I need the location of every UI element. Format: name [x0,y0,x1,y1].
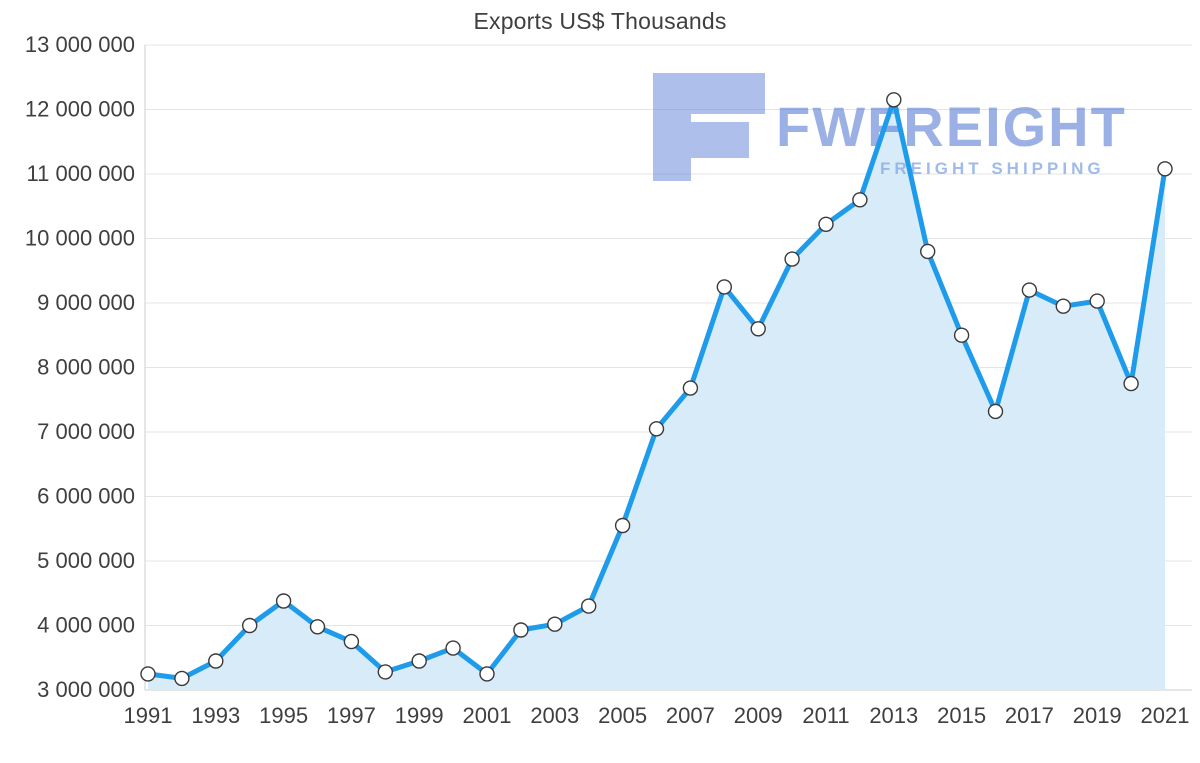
chart-title: Exports US$ Thousands [473,8,727,34]
y-axis-tick-label: 7 000 000 [37,419,135,444]
x-axis-tick-label: 2009 [734,703,783,728]
data-point-marker-2004 [581,598,597,614]
y-axis-tick-label: 9 000 000 [37,290,135,315]
y-axis-tick-label: 3 000 000 [37,677,135,702]
data-point-marker-2016 [987,403,1004,420]
x-axis-tick-label: 2019 [1073,703,1122,728]
x-axis-tick-label: 1997 [327,703,376,728]
data-point-marker-2006 [648,421,665,437]
watermark-logo-icon [653,73,765,181]
x-axis-tick-label: 2013 [869,703,918,728]
x-axis-tick-label: 2003 [530,703,579,728]
area-fill [148,99,1165,691]
x-axis-tick-label: 2015 [937,703,986,728]
x-axis-tick-label: 2011 [802,703,849,728]
data-point-marker-2000 [445,640,461,656]
data-point-marker-2012 [852,192,868,208]
data-point-marker-1995 [275,593,292,609]
x-axis-tick-label: 1999 [395,703,444,728]
data-point-marker-1998 [377,664,393,680]
data-point-marker-1994 [241,617,258,634]
x-axis-tick-label: 2007 [666,703,715,728]
x-axis-tick-label: 2021 [1141,703,1190,728]
data-point-marker-2017 [1021,282,1038,298]
y-axis-tick-label: 6 000 000 [37,484,135,509]
data-point-marker-2009 [750,321,766,337]
x-axis-tick-label: 2005 [598,703,647,728]
data-point-marker-1996 [309,619,326,635]
data-point-marker-2001 [479,666,495,682]
data-point-marker-2013 [886,92,902,108]
y-axis-tick-label: 12 000 000 [25,97,135,122]
y-axis-tick-label: 8 000 000 [37,355,135,380]
y-axis-tick-label: 5 000 000 [37,548,135,573]
y-axis-tick-label: 4 000 000 [37,613,135,638]
x-axis-tick-label: 2017 [1005,703,1054,728]
data-point-marker-2005 [614,517,631,534]
data-point-marker-2014 [920,243,936,260]
watermark-brand-text: FWFREIGHT [776,95,1127,158]
x-axis-tick-label: 1993 [191,703,240,728]
x-axis-tick-label: 1991 [124,703,173,728]
data-point-marker-1992 [174,670,190,687]
data-point-marker-2021 [1157,161,1173,177]
data-point-marker-2011 [818,216,834,233]
data-point-marker-1999 [411,653,427,669]
data-point-marker-2007 [682,380,699,396]
data-point-marker-1991 [140,666,156,682]
data-point-marker-1997 [343,633,360,650]
data-point-marker-2018 [1055,298,1072,314]
y-axis-tick-label: 10 000 000 [25,226,135,251]
data-point-marker-2008 [716,279,732,295]
data-point-marker-2020 [1123,375,1139,392]
data-point-marker-2015 [953,327,970,343]
data-point-marker-2003 [547,616,563,632]
watermark-tagline-text: FREIGHT SHIPPING [880,159,1105,178]
data-point-marker-2019 [1089,293,1105,309]
data-point-marker-2010 [784,251,800,267]
y-axis-tick-label: 11 000 000 [27,161,135,186]
y-axis-tick-label: 13 000 000 [25,32,135,57]
data-point-marker-2002 [513,622,529,638]
data-point-marker-1993 [208,653,224,669]
x-axis-tick-label: 1995 [259,703,308,728]
x-axis-tick-label: 2001 [463,703,512,728]
